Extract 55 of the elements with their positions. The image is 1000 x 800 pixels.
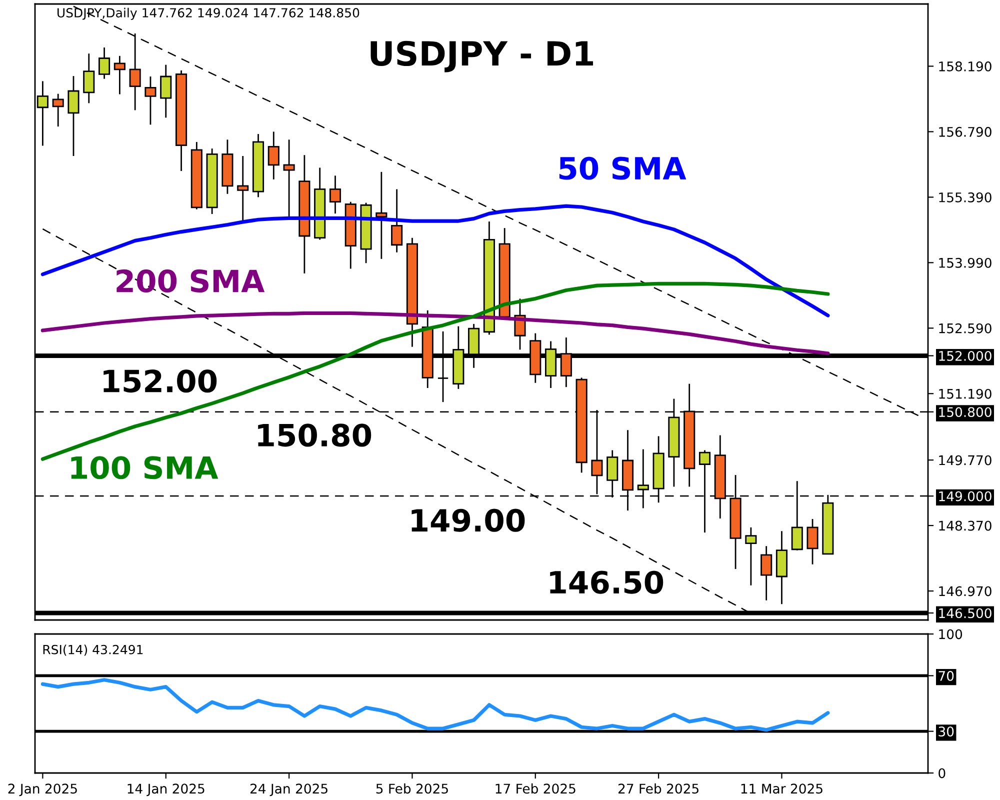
x-tick-label: 11 Mar 2025	[741, 784, 822, 794]
y-tick-label: 149.770	[939, 455, 992, 466]
y-tick-label: 158.190	[939, 61, 992, 72]
ref-line-label: 146.50	[550, 570, 664, 594]
x-tick-label: 2 Jan 2025	[8, 784, 77, 796]
chart-subtitle: USDJPY,Daily 147.762 149.024 147.762 148.850	[58, 8, 360, 20]
x-tick-label: 5 Feb 2025	[376, 783, 448, 794]
text: USDJPY - D1	[370, 40, 594, 72]
candlestick	[52, 93, 64, 128]
y-tick-label: 148.370	[939, 520, 992, 531]
candlestick	[268, 130, 280, 180]
candlestick	[144, 76, 156, 126]
y-tick-label: 70	[938, 670, 954, 681]
line-series	[40, 311, 830, 356]
y-tick-label: 155.390	[939, 192, 992, 202]
y-tick-label: 152.000	[939, 350, 992, 361]
y-tick-label: 146.970	[939, 586, 992, 596]
y-tick-label: 152.590	[939, 323, 992, 334]
y-tick-label: 30	[938, 726, 954, 736]
ref-line-label: 152.00	[104, 369, 217, 393]
series-label: 100 SMA	[71, 456, 218, 480]
candlestick	[391, 188, 403, 254]
ref-line-label: 150.80	[258, 424, 372, 447]
ref-line-label: 149.00	[412, 508, 525, 532]
y-tick-label: 100	[939, 629, 962, 640]
candlestick	[98, 46, 110, 80]
y-tick-label: 0	[938, 768, 946, 778]
x-tick-label: 24 Jan 2025	[250, 784, 328, 796]
candlestick	[68, 75, 80, 157]
candlestick	[83, 52, 95, 104]
y-tick-label: 153.990	[939, 258, 992, 268]
line-series	[40, 204, 830, 318]
x-tick-label: 14 Jan 2025	[128, 784, 204, 796]
x-tick-label: 17 Feb 2025	[496, 783, 576, 794]
text: RSI(14) 43.2491	[43, 644, 143, 656]
candlestick	[376, 171, 388, 260]
candlestick	[329, 174, 342, 214]
candlestick	[283, 138, 295, 220]
line-series	[40, 678, 830, 732]
candlestick	[760, 545, 772, 602]
series-label: 50 SMA	[559, 156, 686, 180]
y-tick-label: 146.500	[939, 608, 992, 618]
candlestick	[806, 518, 818, 566]
y-tick-label: 150.800	[939, 407, 992, 418]
candlestick	[129, 32, 141, 111]
candlestick	[745, 526, 757, 586]
candlestick	[237, 155, 249, 222]
y-tick-label: 149.000	[939, 491, 992, 502]
candlestick	[791, 480, 803, 552]
series-label: 200 SMA	[116, 269, 265, 293]
x-tick-label: 27 Feb 2025	[618, 783, 698, 794]
candlestick	[160, 64, 172, 118]
candlestick	[114, 55, 126, 95]
y-tick-label: 151.190	[939, 388, 992, 399]
y-tick-label: 156.790	[939, 126, 992, 137]
